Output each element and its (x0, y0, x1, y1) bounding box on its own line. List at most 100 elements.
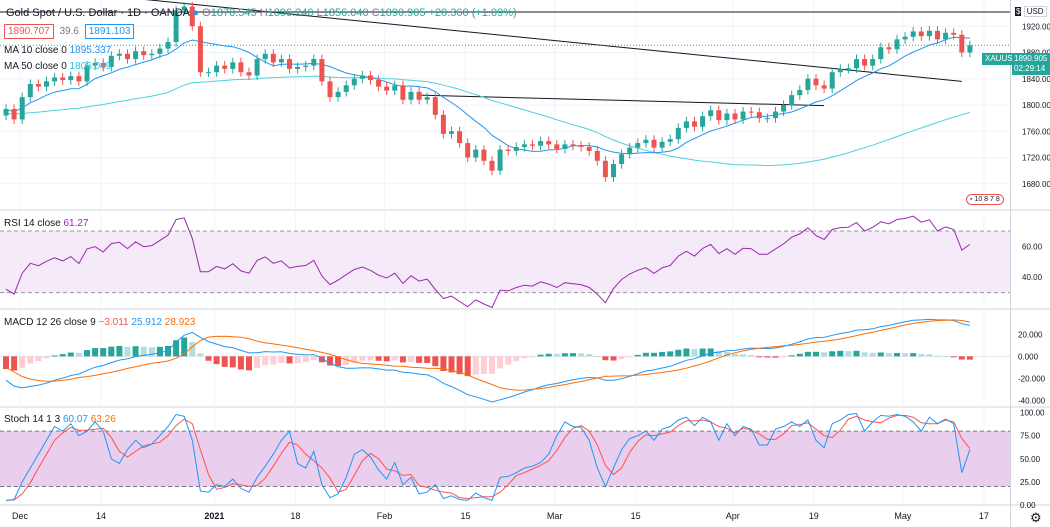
candle-body (562, 144, 568, 149)
candle-body (473, 149, 479, 158)
candle-body (408, 91, 414, 100)
macd-histogram-bar (84, 350, 90, 357)
macd-histogram-bar (537, 354, 544, 357)
candle-body (489, 160, 495, 171)
last-price-value: 1890.905 (1014, 54, 1048, 63)
macd-histogram-bar (472, 356, 479, 375)
rsi-legend[interactable]: RSI 14 close 61.27 (4, 218, 89, 230)
status-dot-icon: ● (192, 7, 200, 19)
candle-body (870, 59, 876, 66)
candle-body (708, 110, 714, 117)
candle-body (959, 34, 965, 53)
macd-histogram-bar (683, 348, 690, 357)
candle-body (740, 111, 746, 120)
macd-histogram-bar (92, 348, 99, 357)
time-tick-label: Feb (377, 511, 393, 521)
macd-histogram-bar (399, 356, 406, 363)
macd-label: MACD 12 26 close 9 (4, 317, 96, 328)
macd-histogram-bar (391, 356, 398, 361)
candle-body (359, 75, 365, 79)
macd-histogram-bar (804, 351, 811, 357)
time-tick-label: 15 (631, 511, 641, 521)
candle-body (951, 32, 957, 35)
candle-body (100, 63, 106, 67)
macd-histogram-bar (424, 356, 431, 363)
candle-body (214, 65, 220, 73)
ma10-legend[interactable]: MA 10 close 0 1895.337 (4, 45, 112, 56)
candle-body (926, 30, 932, 37)
candle-body (52, 77, 58, 82)
macd-histogram-bar (221, 356, 228, 367)
candle-body (764, 118, 770, 120)
rsi-value: 61.27 (63, 218, 89, 229)
macd-histogram-bar (59, 354, 66, 357)
price-tick-label: 1760.00 (1022, 127, 1050, 136)
candle-body (181, 6, 187, 11)
macd-histogram-bar (108, 346, 115, 357)
stoch-tick-label: 0.00 (1020, 501, 1036, 510)
macd-legend[interactable]: MACD 12 26 close 9 −3.011 25.912 28.923 (4, 317, 195, 329)
time-tick-label: 17 (979, 511, 989, 521)
symbol-title[interactable]: Gold Spot / U.S. Dollar · 1D · OANDA (6, 7, 190, 19)
candle-body (789, 95, 795, 105)
time-tick-label: Mar (547, 511, 563, 521)
macd-histogram-bar (748, 355, 755, 357)
sell-button[interactable]: 1890.707 (4, 24, 54, 39)
events-badge[interactable]: ▪ 10 8 7 8 (966, 194, 1004, 205)
time-tick-label: 18 (290, 511, 300, 521)
buy-button[interactable]: 1891.103 (84, 24, 135, 39)
candle-body (716, 110, 722, 121)
macd-histogram-bar (286, 356, 293, 364)
macd-histogram-bar (310, 356, 317, 361)
candle-body (125, 53, 130, 60)
ma50-legend[interactable]: MA 50 close 0 1806.049 (4, 61, 112, 72)
ma10-value: 1895.337 (69, 45, 112, 56)
change-value: +20.360 (+1.09%) (428, 7, 517, 19)
trendline (419, 94, 825, 107)
macd-histogram-bar (140, 346, 147, 357)
candle-body (910, 31, 916, 37)
candle-body (513, 147, 519, 151)
macd-histogram-bar (691, 349, 698, 357)
macd-histogram-bar (545, 353, 552, 357)
candle-body (173, 10, 179, 42)
candle-body (967, 45, 973, 53)
candle-body (497, 149, 503, 171)
macd-histogram-bar (894, 353, 900, 357)
candle-body (343, 85, 349, 92)
candle-body (781, 105, 787, 112)
macd-histogram-bar (205, 356, 212, 361)
rsi-band (0, 231, 1010, 293)
candle-body (481, 149, 487, 161)
candle-body (554, 144, 560, 149)
macd-histogram-bar (416, 356, 423, 363)
trendline (145, 0, 962, 82)
stoch-legend[interactable]: Stoch 14 1 3 60.07 63.26 (4, 414, 116, 426)
price-scale-divider (1010, 0, 1011, 527)
candle-body (797, 89, 803, 96)
candle-body (27, 84, 33, 98)
macd-histogram-bar (351, 356, 358, 363)
macd-histogram-bar (723, 351, 730, 357)
rsi-label: RSI 14 close (4, 218, 61, 229)
candle-body (651, 139, 657, 148)
main-legend: Gold Spot / U.S. Dollar · 1D · OANDA ● O… (6, 7, 517, 19)
candle-body (546, 141, 552, 145)
candle-body (724, 113, 730, 121)
candle-body (311, 59, 317, 66)
candle-body (667, 139, 673, 142)
currency-label[interactable]: $ USD (1015, 6, 1047, 18)
candle-body (586, 147, 592, 151)
macd-histogram-bar (561, 353, 568, 357)
macd-histogram-bar (148, 347, 155, 357)
macd-histogram-bar (869, 352, 876, 357)
macd-histogram-bar (19, 356, 26, 368)
stoch-label: Stoch 14 1 3 (4, 414, 61, 425)
candle-body (246, 72, 252, 76)
macd-histogram-bar (950, 356, 957, 358)
macd-histogram-bar (124, 346, 131, 357)
macd-histogram-bar (229, 356, 236, 368)
macd-histogram-bar (359, 356, 366, 361)
settings-gear-icon[interactable]: ⚙ (1030, 510, 1042, 525)
